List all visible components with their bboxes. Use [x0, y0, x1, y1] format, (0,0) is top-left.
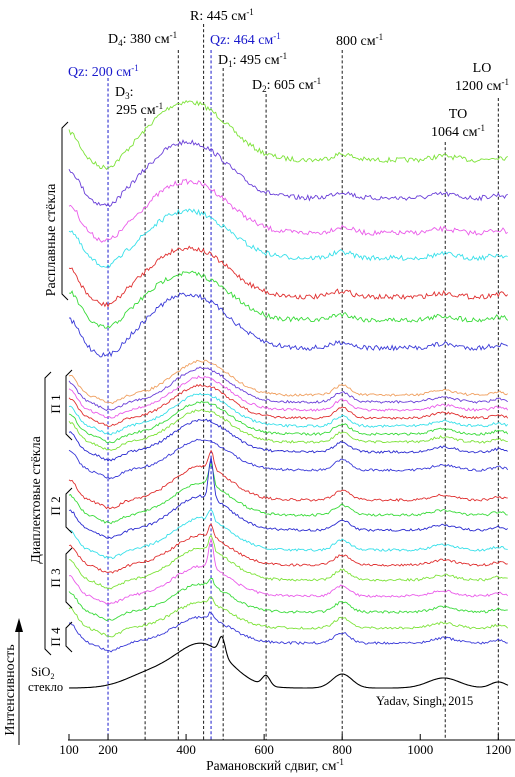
- spectrum-melt-1: [68, 99, 508, 170]
- x-axis-label: Рамановский сдвиг, см-1: [206, 757, 344, 773]
- spectrum-diaplectic-19: [68, 611, 508, 653]
- group-label-p4: П 4: [48, 627, 63, 647]
- x-axis-ticks: 100 200 400 600 800 1000 1200: [59, 734, 511, 757]
- annotation-200: Qz: 200 см-1: [68, 63, 139, 80]
- spectrum-diaplectic-13: [68, 508, 508, 560]
- annotation-295: D3:: [115, 85, 134, 101]
- spectrum-diaplectic-18: [68, 596, 509, 638]
- spectrum-diaplectic-3: [68, 375, 509, 419]
- spectrum-diaplectic-1: [68, 359, 508, 405]
- annotation-380: D4: 380 см-1: [108, 30, 177, 48]
- x-tick-label-400: 400: [176, 742, 196, 757]
- spectrum-diaplectic-16: [68, 537, 509, 605]
- spectrum-melt-4: [68, 208, 508, 268]
- citation-label: Yadav, Singh, 2015: [376, 694, 473, 708]
- annotation-605: D2: 605 см-1: [252, 76, 321, 94]
- spectrum-diaplectic-5: [68, 392, 509, 436]
- x-tick-label-600: 600: [254, 742, 274, 757]
- x-tick-label-1000: 1000: [407, 742, 433, 757]
- annotation-445: R: 445 см-1: [190, 7, 254, 24]
- spectrum-diaplectic-14: [68, 523, 508, 574]
- spectrum-diaplectic-15: [68, 534, 508, 590]
- sio2-glass-label: SiO2: [31, 665, 54, 681]
- spectrum-melt-7: [68, 292, 508, 358]
- bracket-p1: [65, 369, 73, 441]
- spectrum-diaplectic-12: [68, 457, 508, 540]
- group-label-melt: Расплавные стёкла: [44, 183, 59, 296]
- annotation-800: 800 см-1: [336, 32, 383, 49]
- group-label-p2: П 2: [48, 496, 63, 515]
- spectrum-diaplectic-9: [68, 438, 509, 480]
- annotation-1064-line2: 1064 см-1: [431, 123, 485, 140]
- spectrum-diaplectic-11: [68, 462, 508, 525]
- bracket-diaplectic: [44, 371, 52, 656]
- spectra: [68, 99, 509, 689]
- spectrum-diaplectic-2: [68, 366, 508, 412]
- spectrum-diaplectic-4: [68, 383, 509, 427]
- bracket-melt: [61, 121, 69, 301]
- y-axis-arrow-head: [15, 618, 23, 632]
- bracket-p3: [65, 547, 73, 609]
- x-tick-label-800: 800: [332, 742, 352, 757]
- bracket-p4: [65, 621, 73, 653]
- spectrum-diaplectic-6: [68, 400, 509, 444]
- group-label-p3: П 3: [48, 568, 63, 587]
- annotation-1200: LO: [473, 61, 492, 76]
- spectrum-melt-3: [68, 178, 508, 243]
- x-tick-label-100: 100: [59, 742, 79, 757]
- y-axis-label: Интенсивность: [3, 644, 18, 735]
- spectrum-diaplectic-17: [68, 577, 508, 622]
- spectrum-sio2-glass: [68, 635, 509, 689]
- annotation-495: D1: 495 см-1: [218, 51, 287, 69]
- spectrum-melt-2: [68, 139, 508, 208]
- annotation-464: Qz: 464 см-1: [210, 31, 281, 48]
- annotation-295-line2: 295 см-1: [116, 101, 163, 118]
- group-label-p1: П 1: [48, 394, 63, 413]
- annotation-1200-line2: 1200 см-1: [455, 77, 509, 94]
- annotation-1064: TO: [449, 107, 467, 122]
- sio2-glass-label-2: стекло: [28, 680, 63, 694]
- spectrum-melt-5: [68, 245, 509, 308]
- bracket-p2: [65, 487, 73, 534]
- group-brackets: Расплавные стёкла Диаплектовые стёкла П 1 П…: [29, 121, 73, 656]
- x-tick-label-1200: 1200: [485, 742, 511, 757]
- peak-annotations: Qz: 200 см-1 D3:295 см-1 D4: 380 см-1 R: 44…: [68, 7, 509, 140]
- group-label-diaplectic: Диаплектовые стёкла: [29, 435, 44, 563]
- x-tick-label-200: 200: [98, 742, 118, 757]
- spectrum-diaplectic-8: [68, 418, 508, 462]
- spectrum-melt-6: [68, 270, 509, 329]
- spectrum-diaplectic-7: [68, 408, 508, 451]
- spectrum-diaplectic-10: [68, 449, 508, 510]
